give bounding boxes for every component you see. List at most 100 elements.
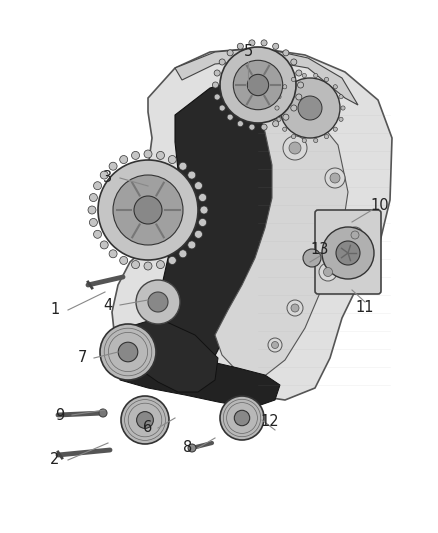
Polygon shape [112,318,218,392]
Circle shape [297,82,304,88]
Circle shape [233,60,283,110]
Circle shape [247,75,268,95]
Circle shape [291,59,297,65]
Circle shape [296,94,302,100]
Circle shape [136,280,180,324]
Circle shape [272,342,279,349]
Text: 8: 8 [184,440,193,456]
Circle shape [89,193,97,201]
Circle shape [341,106,345,110]
Circle shape [120,156,128,164]
Circle shape [212,82,219,88]
Text: 5: 5 [244,44,253,60]
Circle shape [148,292,168,312]
Circle shape [275,106,279,110]
Circle shape [109,250,117,258]
Circle shape [94,182,102,190]
Circle shape [168,256,177,264]
Circle shape [302,139,306,143]
Text: 9: 9 [55,408,65,423]
Text: 11: 11 [356,301,374,316]
Circle shape [272,43,279,50]
Circle shape [120,256,128,264]
Circle shape [339,117,343,122]
Circle shape [296,70,302,76]
Circle shape [336,241,360,265]
FancyBboxPatch shape [315,210,381,294]
Text: 6: 6 [143,421,152,435]
Circle shape [287,300,303,316]
Circle shape [249,124,255,130]
Circle shape [88,206,96,214]
Circle shape [113,175,183,245]
Circle shape [220,47,296,123]
Polygon shape [162,78,318,368]
Text: 4: 4 [103,297,113,312]
Circle shape [325,77,328,82]
Circle shape [118,342,138,362]
Circle shape [314,74,318,78]
Circle shape [302,74,306,78]
Circle shape [351,231,359,239]
Circle shape [283,127,287,131]
Circle shape [94,230,102,238]
Circle shape [109,162,117,170]
Circle shape [272,120,279,127]
Circle shape [280,78,340,138]
Circle shape [100,171,108,179]
Circle shape [194,182,202,190]
Circle shape [324,268,332,277]
Circle shape [277,95,281,99]
Text: 13: 13 [311,243,329,257]
Text: 10: 10 [371,198,389,213]
Circle shape [283,50,289,56]
Circle shape [283,85,287,89]
Text: 12: 12 [261,415,279,430]
Circle shape [198,193,207,201]
Circle shape [291,304,299,312]
Polygon shape [175,48,358,105]
Circle shape [237,120,244,127]
Circle shape [98,160,198,260]
Circle shape [277,117,281,122]
Circle shape [303,249,321,267]
Circle shape [137,411,153,429]
Circle shape [194,230,202,238]
Circle shape [188,241,196,249]
Circle shape [89,219,97,227]
Circle shape [227,114,233,120]
Circle shape [144,150,152,158]
Text: 3: 3 [103,171,113,185]
Circle shape [156,261,164,269]
Circle shape [291,105,297,111]
Circle shape [179,250,187,258]
Circle shape [333,127,337,131]
Circle shape [188,444,196,452]
Circle shape [291,134,296,139]
Circle shape [283,136,307,160]
Circle shape [333,85,337,89]
Circle shape [179,162,187,170]
Circle shape [261,124,267,130]
Circle shape [131,151,140,159]
Circle shape [298,96,322,120]
Polygon shape [215,88,348,378]
Circle shape [249,40,255,46]
Circle shape [134,196,162,224]
Circle shape [325,168,345,188]
Circle shape [234,410,250,426]
Circle shape [121,396,169,444]
Text: 7: 7 [78,351,87,366]
Circle shape [220,396,264,440]
Circle shape [131,261,140,269]
Circle shape [188,171,196,179]
Text: 1: 1 [50,303,60,318]
Circle shape [330,173,340,183]
Circle shape [100,241,108,249]
Text: 2: 2 [50,453,60,467]
Circle shape [347,227,363,243]
Circle shape [214,94,220,100]
Circle shape [200,206,208,214]
Circle shape [99,409,107,417]
Circle shape [227,50,233,56]
